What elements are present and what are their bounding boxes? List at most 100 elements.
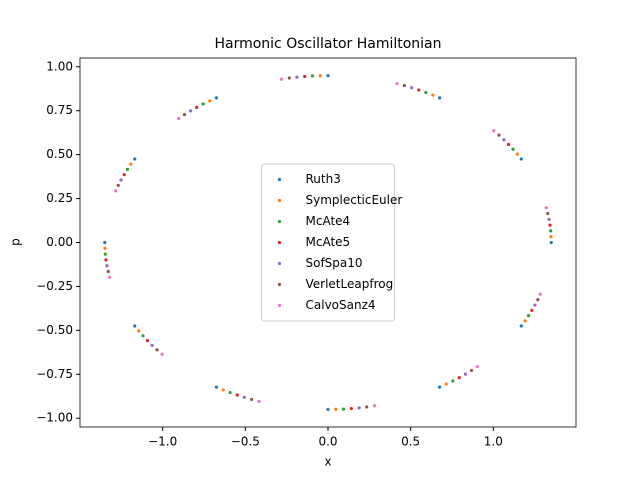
scatter-point bbox=[365, 405, 369, 409]
legend-marker bbox=[277, 177, 282, 182]
legend-marker bbox=[277, 282, 282, 287]
scatter-point bbox=[201, 102, 205, 106]
scatter-point bbox=[189, 109, 193, 113]
scatter-point bbox=[287, 76, 291, 80]
y-tick-label: 1.00 bbox=[46, 59, 73, 73]
legend-label: SymplecticEuler bbox=[306, 193, 403, 207]
scatter-point bbox=[119, 178, 123, 182]
scatter-point bbox=[310, 74, 315, 78]
scatter-point bbox=[137, 329, 141, 333]
scatter-point bbox=[523, 319, 527, 323]
scatter-point bbox=[341, 407, 346, 411]
scatter-point bbox=[106, 269, 110, 274]
scatter-point bbox=[538, 292, 542, 296]
y-tick-label: 0.75 bbox=[46, 103, 73, 117]
scatter-point bbox=[108, 275, 112, 279]
scatter-point bbox=[114, 189, 118, 193]
legend-label: Ruth3 bbox=[306, 172, 341, 186]
legend-label: VerletLeapfrog bbox=[306, 277, 394, 291]
plot-frame bbox=[79, 57, 577, 428]
scatter-point bbox=[457, 376, 461, 380]
scatter-point bbox=[424, 90, 428, 95]
legend-marker bbox=[277, 240, 282, 245]
scatter-point bbox=[257, 399, 261, 403]
scatter-point bbox=[395, 82, 399, 86]
scatter-point bbox=[438, 385, 442, 389]
y-tick-label: 0.00 bbox=[46, 235, 73, 249]
y-tick-label: −0.25 bbox=[36, 279, 73, 293]
scatter-point bbox=[502, 138, 506, 142]
scatter-point bbox=[103, 246, 107, 250]
scatter-point bbox=[250, 397, 254, 402]
scatter-point bbox=[544, 206, 548, 210]
scatter-point bbox=[334, 407, 338, 411]
scatter-point bbox=[444, 382, 448, 386]
legend-box bbox=[261, 163, 395, 322]
scatter-point bbox=[326, 73, 330, 78]
scatter-point bbox=[235, 393, 239, 397]
scatter-point bbox=[125, 167, 130, 172]
x-tick-label: −1.0 bbox=[148, 435, 177, 449]
scatter-point bbox=[116, 183, 120, 187]
scatter-point bbox=[492, 129, 496, 133]
scatter-point bbox=[438, 96, 442, 100]
scatter-point bbox=[182, 112, 187, 117]
scatter-point bbox=[195, 105, 199, 109]
scatter-point bbox=[295, 75, 299, 79]
scatter-point bbox=[214, 96, 218, 100]
x-tick-label: 0.0 bbox=[318, 435, 337, 449]
x-tick-label: −0.5 bbox=[231, 435, 260, 449]
scatter-point bbox=[546, 211, 550, 216]
legend-marker bbox=[277, 219, 282, 224]
scatter-point bbox=[417, 88, 421, 92]
scatter-point bbox=[177, 116, 181, 121]
scatter-point bbox=[103, 240, 107, 245]
scatter-point bbox=[303, 74, 307, 79]
scatter-point bbox=[122, 173, 126, 177]
scatter-point bbox=[549, 240, 553, 245]
y-tick-label: −0.50 bbox=[36, 323, 73, 337]
scatter-point bbox=[103, 252, 107, 256]
scatter-point bbox=[214, 385, 218, 389]
scatter-point bbox=[506, 142, 511, 147]
x-axis-label: x bbox=[324, 455, 331, 469]
scatter-point bbox=[105, 264, 109, 268]
y-axis-label: p bbox=[9, 238, 23, 246]
scatter-point bbox=[548, 223, 552, 227]
scatter-point bbox=[208, 99, 212, 103]
scatter-point bbox=[519, 324, 523, 328]
scatter-point bbox=[129, 162, 133, 166]
legend-label: SofSpa10 bbox=[306, 256, 363, 270]
scatter-point bbox=[526, 313, 531, 318]
scatter-point bbox=[104, 258, 108, 262]
scatter-point bbox=[221, 388, 225, 392]
scatter-point bbox=[150, 343, 154, 347]
y-tick-label: 0.25 bbox=[46, 191, 73, 205]
scatter-point bbox=[515, 152, 519, 156]
scatter-point bbox=[242, 395, 246, 399]
scatter-point bbox=[145, 338, 150, 343]
legend-label: CalvoSanz4 bbox=[306, 298, 376, 312]
scatter-point bbox=[133, 157, 137, 161]
scatter-point bbox=[451, 379, 455, 383]
scatter-point bbox=[549, 229, 553, 233]
x-tick-label: 0.5 bbox=[401, 435, 420, 449]
scatter-point bbox=[547, 217, 551, 221]
scatter-point bbox=[160, 352, 164, 356]
scatter-point bbox=[349, 406, 353, 411]
scatter-point bbox=[141, 334, 145, 338]
legend-marker bbox=[277, 198, 282, 203]
y-tick-label: 0.50 bbox=[46, 147, 73, 161]
scatter-point bbox=[549, 235, 553, 239]
legend: Ruth3 SymplecticEuler McAte4 McAte5 SofSpa10… bbox=[261, 163, 403, 322]
scatter-point bbox=[463, 372, 467, 376]
scatter-point bbox=[155, 348, 159, 352]
scatter-point bbox=[402, 83, 406, 88]
legend-label: McAte5 bbox=[306, 235, 351, 249]
legend-marker bbox=[277, 261, 282, 266]
scatter-point bbox=[410, 86, 414, 90]
scatter-point bbox=[497, 133, 501, 137]
scatter-point bbox=[318, 74, 322, 78]
scatter-point bbox=[326, 407, 330, 412]
